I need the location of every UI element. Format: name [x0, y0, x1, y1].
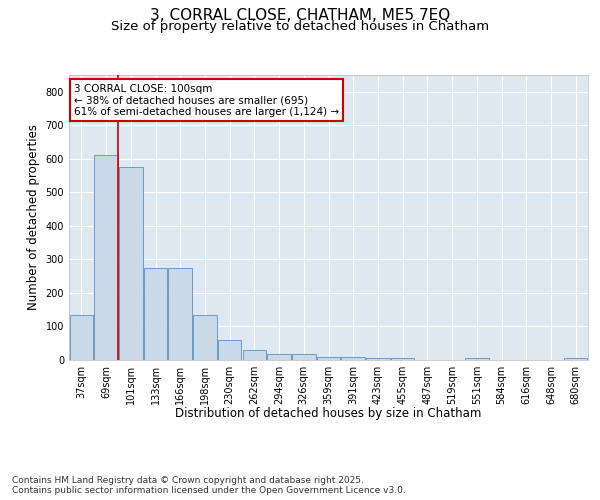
Bar — [94, 156, 118, 360]
Bar — [144, 268, 167, 360]
Bar — [193, 316, 217, 360]
Text: Contains HM Land Registry data © Crown copyright and database right 2025.
Contai: Contains HM Land Registry data © Crown c… — [12, 476, 406, 495]
Bar — [366, 358, 389, 360]
Bar — [70, 316, 93, 360]
Bar — [119, 167, 143, 360]
Bar — [268, 354, 291, 360]
Bar — [169, 268, 192, 360]
Bar — [292, 354, 316, 360]
Text: 3 CORRAL CLOSE: 100sqm
← 38% of detached houses are smaller (695)
61% of semi-de: 3 CORRAL CLOSE: 100sqm ← 38% of detached… — [74, 84, 340, 116]
Text: 3, CORRAL CLOSE, CHATHAM, ME5 7EQ: 3, CORRAL CLOSE, CHATHAM, ME5 7EQ — [150, 8, 450, 22]
X-axis label: Distribution of detached houses by size in Chatham: Distribution of detached houses by size … — [175, 407, 482, 420]
Y-axis label: Number of detached properties: Number of detached properties — [27, 124, 40, 310]
Text: Size of property relative to detached houses in Chatham: Size of property relative to detached ho… — [111, 20, 489, 33]
Bar — [341, 356, 365, 360]
Bar — [218, 340, 241, 360]
Bar — [465, 358, 488, 360]
Bar — [391, 358, 415, 360]
Bar — [317, 356, 340, 360]
Bar — [242, 350, 266, 360]
Bar — [564, 358, 587, 360]
